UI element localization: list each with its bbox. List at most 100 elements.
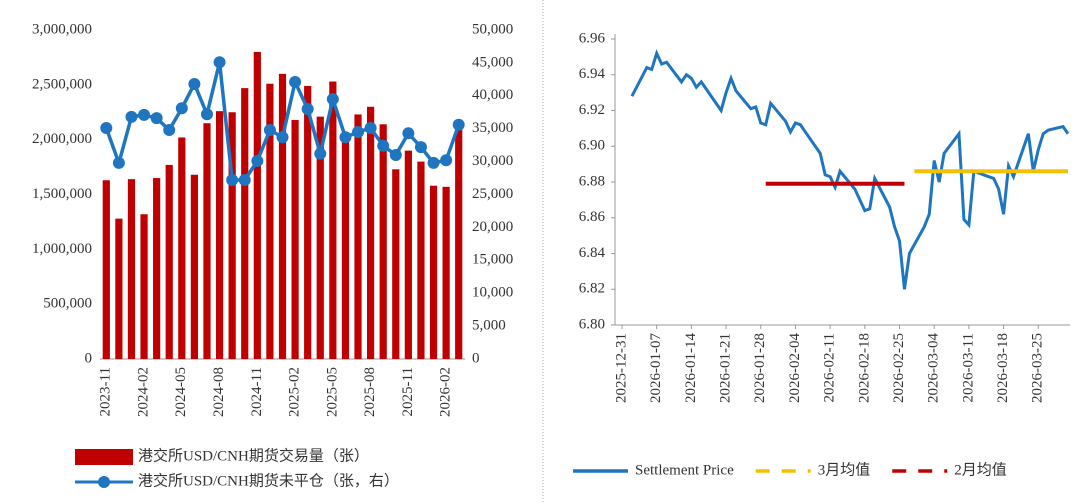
y-tick-label: 6.82 [579,281,605,297]
x-tick-label: 2026-03-11 [960,333,976,402]
bar [291,119,299,359]
y-tick-label: 6.86 [579,209,606,225]
bar [429,185,438,359]
marker [326,93,339,106]
x-tick-label: 2026-02-04 [787,333,803,403]
y-tick-label: 6.84 [579,245,606,261]
legend-label: Settlement Price [635,462,734,478]
x-tick-label: 2026-03-25 [1030,333,1046,403]
marker [125,110,138,123]
marker [301,102,314,115]
bar [392,169,400,359]
y-tick-label: 500,000 [43,296,92,312]
y2-tick-label: 15,000 [472,252,513,268]
y2-tick-label: 10,000 [472,285,513,301]
marker [276,131,289,144]
y-tick-label: 2,500,000 [32,76,92,92]
y2-tick-label: 30,000 [472,153,513,169]
marker [402,127,415,140]
y2-tick-label: 40,000 [472,87,513,103]
x-tick-label: 2024-05 [173,367,189,417]
y2-tick-label: 20,000 [472,219,513,235]
x-tick-label: 2026-01-14 [683,333,699,403]
bar [190,174,198,359]
y2-tick-label: 25,000 [472,186,513,202]
x-tick-label: 2025-12-31 [613,333,629,403]
marker [427,156,440,169]
bar [316,116,324,360]
marker [377,139,390,152]
marker [414,141,427,154]
legend-swatch [75,449,133,465]
bar [304,85,312,360]
bar [404,150,412,359]
legend-label: 港交所USD/CNH期货交易量（张） [138,446,369,464]
y-tick-label: 6.88 [579,173,605,189]
marker [339,131,352,144]
legend-label: 港交所USD/CNH期货未平仓（张，右） [138,471,399,489]
marker [200,108,213,121]
legend-label: 3月均值 [818,461,871,478]
marker [188,77,201,90]
y-tick-label: 0 [85,350,93,366]
y-tick-label: 2,000,000 [32,131,92,147]
bar [102,180,110,359]
x-tick-label: 2026-01-28 [752,333,768,403]
bar [115,218,123,359]
bar [379,124,387,360]
marker [150,112,163,125]
marker [364,122,377,135]
bar [153,178,161,359]
x-tick-label: 2024-08 [211,367,227,417]
bar [253,51,261,359]
y-tick-label: 6.92 [579,102,605,118]
y2-tick-label: 50,000 [472,21,513,37]
bar [178,137,186,359]
x-tick-label: 2025-05 [324,367,340,417]
y-tick-label: 1,000,000 [32,241,92,257]
bar [215,111,224,359]
marker [226,174,239,187]
line [630,49,1070,290]
x-tick-label: 2026-01-07 [648,333,664,403]
x-tick-label: 2025-02 [287,367,303,417]
bar [354,114,362,360]
marker [238,174,251,187]
marker [314,147,327,160]
x-tick-label: 2023-11 [98,367,114,416]
bar [442,186,450,359]
x-tick-label: 2026-02-11 [822,333,838,402]
bar [228,112,236,359]
bar [341,133,350,359]
bar [455,128,463,359]
x-tick-label: 2026-03-04 [926,333,942,403]
marker [138,108,151,121]
y2-tick-label: 45,000 [472,54,513,70]
marker [452,118,465,131]
y-tick-label: 1,500,000 [32,186,92,202]
bar [140,214,148,359]
y-tick-label: 6.90 [579,138,605,154]
x-tick-label: 2026-02 [438,367,454,417]
marker [163,124,176,137]
legend-label: 2月均值 [954,461,1007,478]
bar [278,73,287,359]
bar [329,81,337,359]
bar [127,179,136,359]
bar [241,88,249,359]
marker [352,125,365,138]
y-tick-label: 6.94 [579,66,606,82]
x-tick-label: 2024-11 [249,367,265,416]
y2-tick-label: 0 [472,350,480,366]
marker [251,154,264,167]
bar [266,83,274,359]
x-tick-label: 2026-01-21 [718,333,734,403]
y2-tick-label: 5,000 [472,318,506,334]
x-tick-label: 2025-11 [400,367,416,416]
bar [165,164,173,359]
x-tick-label: 2024-02 [135,367,151,417]
bar [367,106,375,360]
legend-marker [98,476,110,488]
bar [417,161,425,359]
